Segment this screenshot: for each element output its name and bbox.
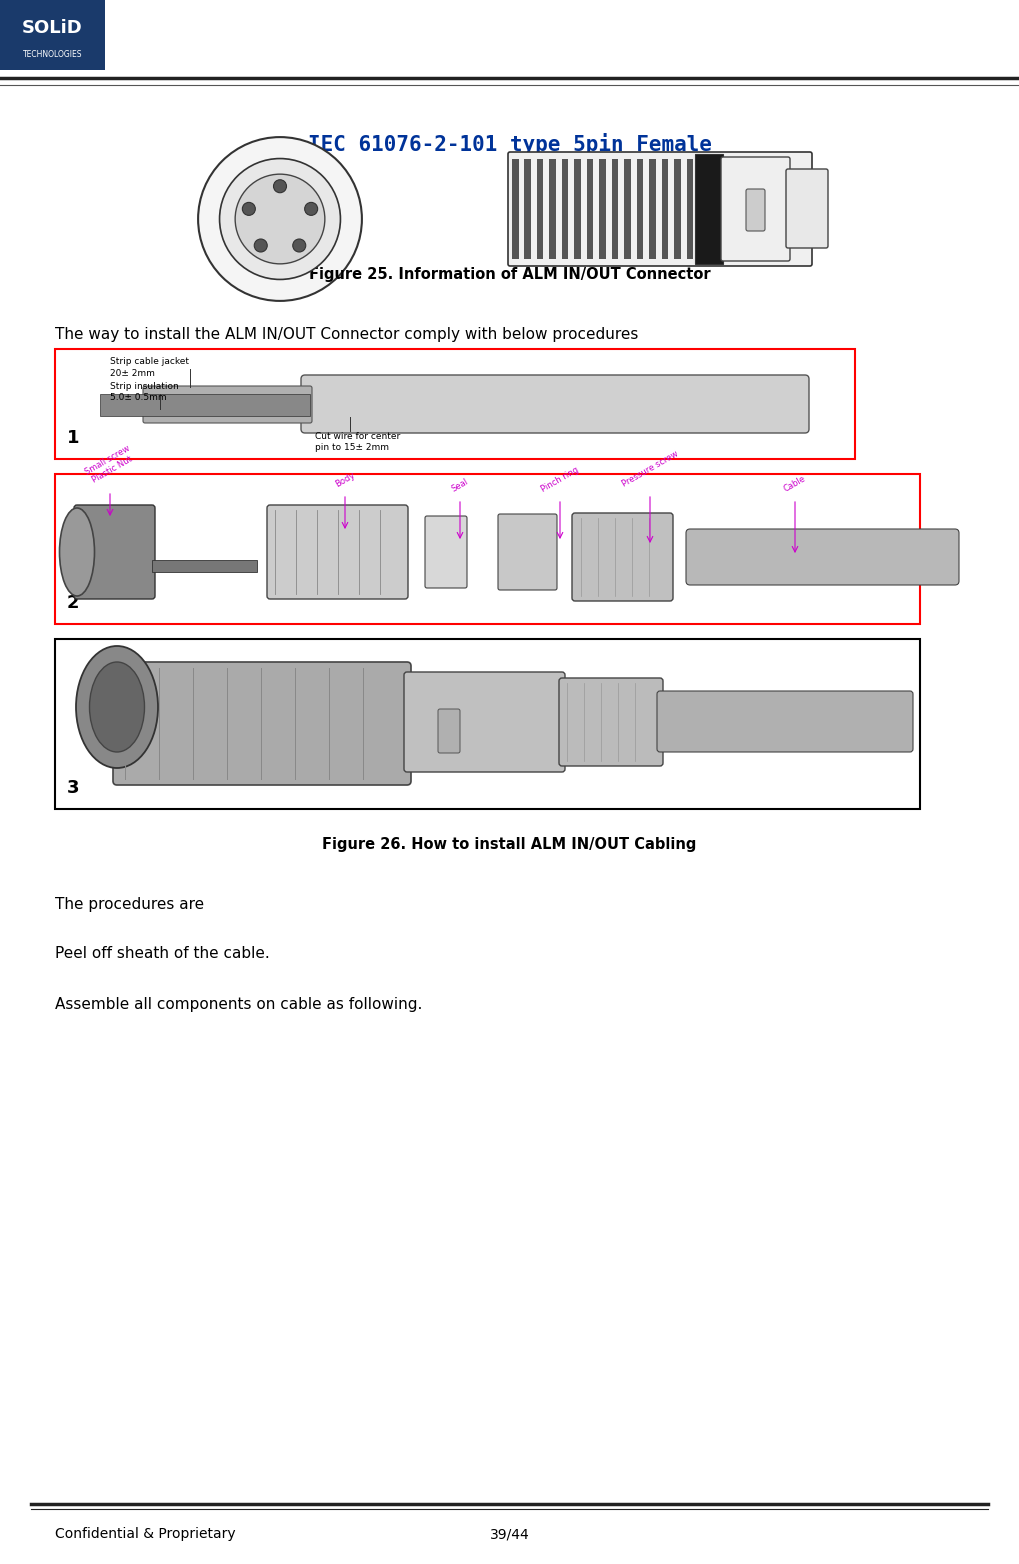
Circle shape (273, 180, 286, 192)
Text: 2: 2 (67, 594, 79, 612)
Bar (625, 160, 631, 260)
FancyBboxPatch shape (143, 386, 312, 422)
Bar (599, 160, 606, 260)
Ellipse shape (235, 174, 325, 264)
Bar (575, 160, 581, 260)
FancyBboxPatch shape (301, 375, 809, 433)
FancyBboxPatch shape (267, 505, 408, 599)
Text: Confidential & Proprietary: Confidential & Proprietary (55, 1526, 235, 1541)
Bar (537, 160, 543, 260)
FancyBboxPatch shape (686, 529, 959, 585)
Text: Pinch ring: Pinch ring (540, 465, 581, 494)
Circle shape (292, 239, 306, 252)
Text: Strip cable jacket: Strip cable jacket (110, 358, 189, 366)
Bar (587, 160, 593, 260)
Bar (55, 640, 920, 809)
Bar (55, 474, 920, 624)
Text: IEC 61076-2-101 type_5pin_Female: IEC 61076-2-101 type_5pin_Female (308, 133, 711, 156)
Text: Figure 25. Information of ALM IN/OUT Connector: Figure 25. Information of ALM IN/OUT Con… (309, 266, 710, 282)
Text: Cable: Cable (783, 474, 808, 494)
Text: Peel off sheath of the cable.: Peel off sheath of the cable. (55, 946, 270, 962)
Text: Seal: Seal (450, 477, 470, 494)
FancyBboxPatch shape (498, 515, 557, 590)
Ellipse shape (76, 646, 158, 768)
Text: Small screw
Plastic Nut: Small screw Plastic Nut (84, 444, 137, 486)
Bar (549, 160, 556, 260)
Text: SOLiD: SOLiD (22, 19, 83, 38)
FancyBboxPatch shape (786, 169, 828, 249)
Bar (637, 160, 644, 260)
FancyBboxPatch shape (404, 673, 565, 773)
Text: 39/44: 39/44 (489, 1526, 530, 1541)
Text: 5.0± 0.5mm: 5.0± 0.5mm (110, 394, 167, 402)
Circle shape (255, 239, 267, 252)
Bar (100, 394, 310, 416)
Text: TECHNOLOGIES: TECHNOLOGIES (22, 50, 83, 59)
Bar (695, 153, 723, 264)
Ellipse shape (90, 662, 145, 752)
FancyBboxPatch shape (572, 513, 673, 601)
Bar (675, 160, 681, 260)
Circle shape (243, 202, 256, 216)
Text: Strip insulation: Strip insulation (110, 383, 178, 391)
FancyBboxPatch shape (425, 516, 467, 588)
Text: Cut wire for center: Cut wire for center (315, 433, 400, 441)
Circle shape (305, 202, 318, 216)
FancyBboxPatch shape (438, 708, 460, 752)
Text: Assemble all components on cable as following.: Assemble all components on cable as foll… (55, 996, 422, 1012)
FancyBboxPatch shape (657, 691, 913, 752)
Bar (525, 160, 531, 260)
Bar (55, 349, 855, 458)
Text: Pressure screw: Pressure screw (621, 449, 680, 490)
Text: 20± 2mm: 20± 2mm (110, 369, 155, 377)
Bar (612, 160, 619, 260)
Ellipse shape (198, 138, 362, 300)
FancyBboxPatch shape (508, 152, 812, 266)
FancyBboxPatch shape (113, 662, 411, 785)
Bar (662, 160, 668, 260)
FancyBboxPatch shape (746, 189, 765, 231)
FancyBboxPatch shape (74, 505, 155, 599)
Text: 1: 1 (67, 429, 79, 447)
Bar (152, 560, 257, 572)
Text: Figure 26. How to install ALM IN/OUT Cabling: Figure 26. How to install ALM IN/OUT Cab… (322, 837, 697, 851)
Text: 3: 3 (67, 779, 79, 798)
FancyBboxPatch shape (559, 679, 663, 766)
Text: pin to 15± 2mm: pin to 15± 2mm (315, 444, 389, 452)
Bar (0, 0, 105, 70)
FancyBboxPatch shape (721, 156, 790, 261)
Bar (512, 160, 519, 260)
Text: The way to install the ALM IN/OUT Connector comply with below procedures: The way to install the ALM IN/OUT Connec… (55, 327, 638, 341)
Bar (649, 160, 656, 260)
Bar (562, 160, 569, 260)
Ellipse shape (59, 508, 95, 596)
Text: The procedures are: The procedures are (55, 896, 204, 912)
Text: Body: Body (333, 471, 357, 490)
Bar (687, 160, 694, 260)
Ellipse shape (219, 158, 340, 280)
